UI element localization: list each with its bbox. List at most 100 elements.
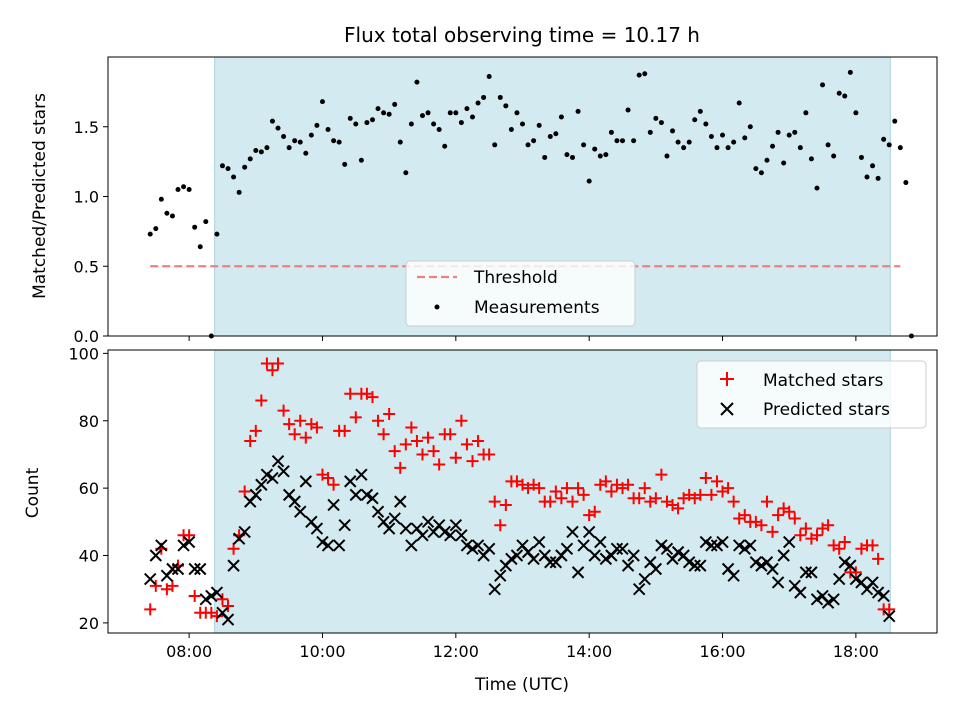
predicted-star-point bbox=[349, 488, 363, 502]
counts-legend-box bbox=[696, 360, 927, 429]
matched-star-point bbox=[872, 552, 885, 565]
matched-star-point bbox=[377, 428, 390, 441]
measurement-point bbox=[297, 139, 303, 145]
measurement-point bbox=[542, 154, 548, 160]
matched-star-point bbox=[310, 421, 323, 434]
measurement-point bbox=[353, 121, 359, 127]
predicted-star-point bbox=[188, 562, 201, 576]
matched-star-point bbox=[383, 408, 396, 421]
measurement-point bbox=[720, 132, 726, 138]
predicted-star-point bbox=[794, 586, 807, 599]
predicted-star-point bbox=[599, 552, 613, 566]
matched-star-point bbox=[655, 468, 668, 481]
y-tick-label: 20 bbox=[79, 614, 99, 633]
matched-star-point bbox=[833, 542, 846, 555]
matched-star-point bbox=[727, 495, 740, 508]
matched-star-point bbox=[766, 525, 779, 538]
measurement-point bbox=[792, 129, 798, 135]
predicted-star-point bbox=[338, 518, 351, 532]
measurement-point bbox=[847, 69, 853, 75]
measurement-point bbox=[303, 150, 309, 156]
predicted-star-point bbox=[777, 549, 790, 562]
matched-star-point bbox=[433, 458, 446, 471]
predicted-star-point bbox=[883, 609, 896, 623]
predicted-star-point bbox=[716, 535, 729, 549]
predicted-star-point bbox=[294, 505, 307, 518]
matched-star-point bbox=[338, 424, 351, 437]
predicted-star-point bbox=[527, 552, 540, 566]
matched-star-point bbox=[799, 522, 812, 535]
measurement-point bbox=[625, 107, 631, 113]
measurement-point bbox=[219, 163, 225, 169]
predicted-star-point bbox=[366, 492, 379, 505]
x-tick-label: 08:00 bbox=[166, 642, 212, 661]
predicted-star-point bbox=[671, 545, 685, 559]
measurement-point bbox=[547, 134, 553, 140]
threshold-legend-label: Threshold bbox=[473, 268, 558, 288]
predicted-star-point bbox=[360, 488, 374, 502]
measurement-point bbox=[258, 149, 264, 155]
y-tick-label: 100 bbox=[68, 344, 99, 363]
measurement-point bbox=[636, 72, 642, 78]
matched-star-point bbox=[322, 472, 335, 485]
measurement-point bbox=[692, 117, 698, 123]
predicted-star-point bbox=[655, 539, 668, 552]
matched-star-point bbox=[349, 411, 362, 424]
measurement-point bbox=[553, 131, 559, 137]
predicted-star-point bbox=[299, 475, 313, 488]
measurement-point bbox=[864, 174, 870, 180]
matched-star-point bbox=[260, 357, 273, 370]
matched-star-point bbox=[388, 445, 401, 458]
predicted-star-point bbox=[782, 535, 796, 549]
matched-star-point bbox=[488, 495, 501, 508]
matched-star-point bbox=[222, 600, 235, 613]
predicted-star-point bbox=[799, 566, 813, 579]
predicted-star-point bbox=[394, 495, 407, 508]
measurement-point bbox=[214, 231, 220, 237]
measurement-point bbox=[736, 100, 742, 106]
matched-star-point bbox=[622, 478, 635, 491]
ratio-legend-box bbox=[405, 260, 636, 327]
measurement-point bbox=[658, 120, 664, 126]
x-tick-label: 12:00 bbox=[433, 642, 479, 661]
measurement-point bbox=[497, 94, 503, 100]
measurement-point bbox=[653, 115, 659, 121]
measurement-point bbox=[364, 120, 370, 126]
predicted-star-point bbox=[344, 475, 357, 488]
predicted-star-point bbox=[544, 556, 557, 569]
predicted-star-point bbox=[510, 549, 524, 562]
matched-star-point bbox=[372, 414, 385, 427]
predicted-star-point bbox=[660, 542, 674, 555]
predicted-star-point bbox=[438, 525, 451, 539]
measurement-point bbox=[508, 127, 514, 133]
measurement-point bbox=[886, 142, 892, 148]
measurement-point bbox=[781, 160, 787, 166]
x-tick-label: 18:00 bbox=[833, 642, 879, 661]
predicted-star-point bbox=[444, 529, 457, 542]
measurement-point bbox=[469, 114, 475, 120]
matched-star-point bbox=[810, 529, 823, 542]
counts-axes: 20 40 60 80 100 08:00 10:00 12:00 14:00 16:00 18:0… bbox=[68, 344, 938, 661]
matched-star-point bbox=[849, 566, 862, 579]
predicted-star-point bbox=[866, 576, 879, 589]
matched-star-point bbox=[449, 451, 462, 464]
measurement-point bbox=[875, 175, 881, 181]
measurement-point bbox=[308, 132, 314, 138]
measurement-point bbox=[386, 111, 392, 117]
figure-title: Flux total observing time = 10.17 h bbox=[344, 23, 700, 47]
measurement-point bbox=[269, 118, 275, 124]
predicted-star-point bbox=[571, 566, 585, 579]
predicted-star-point bbox=[849, 572, 863, 586]
predicted-star-point bbox=[705, 539, 718, 552]
predicted-star-point bbox=[732, 539, 746, 552]
ratio-legend: Threshold Measurements bbox=[405, 260, 636, 327]
predicted-star-point bbox=[616, 542, 629, 555]
predicted-star-point bbox=[149, 549, 162, 562]
predicted-star-point bbox=[827, 593, 840, 606]
predicted-legend-swatch bbox=[720, 402, 734, 416]
predicted-star-point bbox=[844, 559, 857, 572]
matched-star-point bbox=[144, 603, 157, 616]
matched-star-point bbox=[783, 505, 796, 518]
matched-star-point bbox=[344, 387, 357, 400]
measurement-point bbox=[342, 161, 348, 167]
